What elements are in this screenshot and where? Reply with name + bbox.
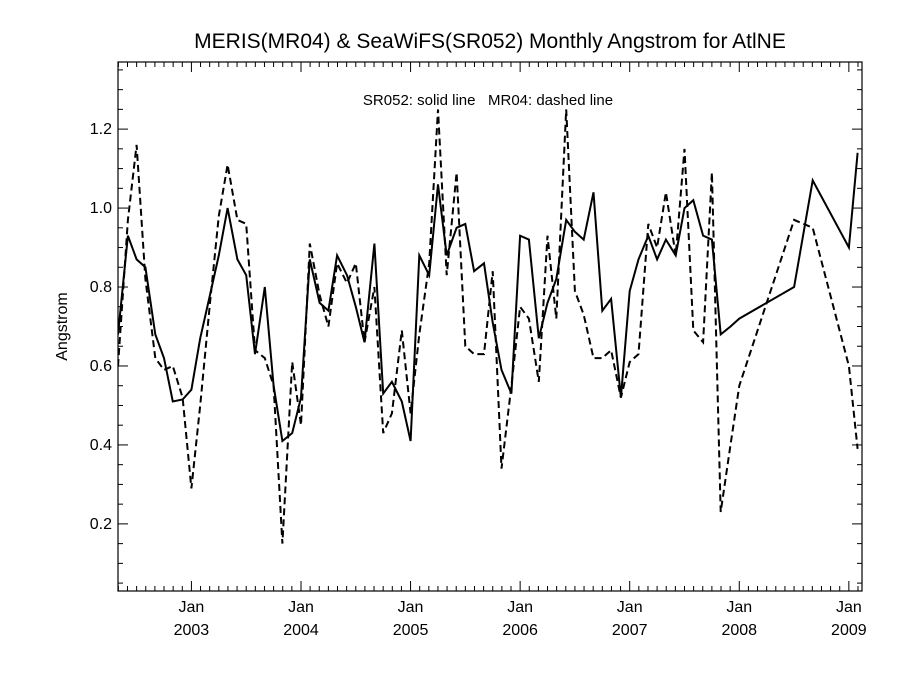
x-tick-year-label: 2006 (502, 622, 538, 639)
x-tick-month-label: Jan (836, 599, 862, 616)
y-tick-label: 0.4 (90, 437, 112, 454)
x-tick-month-label: Jan (726, 599, 752, 616)
plot-frame (117, 61, 863, 592)
x-tick-year-label: 2004 (283, 622, 319, 639)
series-line-mr04 (118, 109, 859, 544)
series-line-sr052 (118, 152, 859, 443)
x-tick-month-label: Jan (288, 599, 314, 616)
y-tick-label: 0.8 (90, 279, 112, 296)
series-annotation: SR052: solid line MR04: dashed line (363, 92, 613, 109)
y-axis-label: Angstrom (54, 292, 71, 360)
x-tick-month-label: Jan (617, 599, 643, 616)
plot-area: 0.2 0.4 0.6 0.8 1.0 1.2 Jan 2003 Jan 2004 Jan 2005 J… (90, 61, 867, 639)
x-tick-month-label: Jan (507, 599, 533, 616)
chart-title: MERIS(MR04) & SeaWiFS(SR052) Monthly Ang… (194, 30, 786, 53)
y-tick-label: 0.6 (90, 358, 112, 375)
y-tick-label: 1.2 (90, 121, 112, 138)
y-tick-label: 0.2 (90, 516, 112, 533)
x-tick-year-label: 2003 (174, 622, 210, 639)
y-tick-label: 1.0 (90, 200, 112, 217)
x-tick-year-label: 2008 (721, 622, 757, 639)
x-tick-year-label: 2007 (612, 622, 648, 639)
x-tick-year-label: 2009 (831, 622, 867, 639)
x-tick-month-label: Jan (398, 599, 424, 616)
x-tick-month-label: Jan (179, 599, 205, 616)
x-tick-year-label: 2005 (393, 622, 429, 639)
